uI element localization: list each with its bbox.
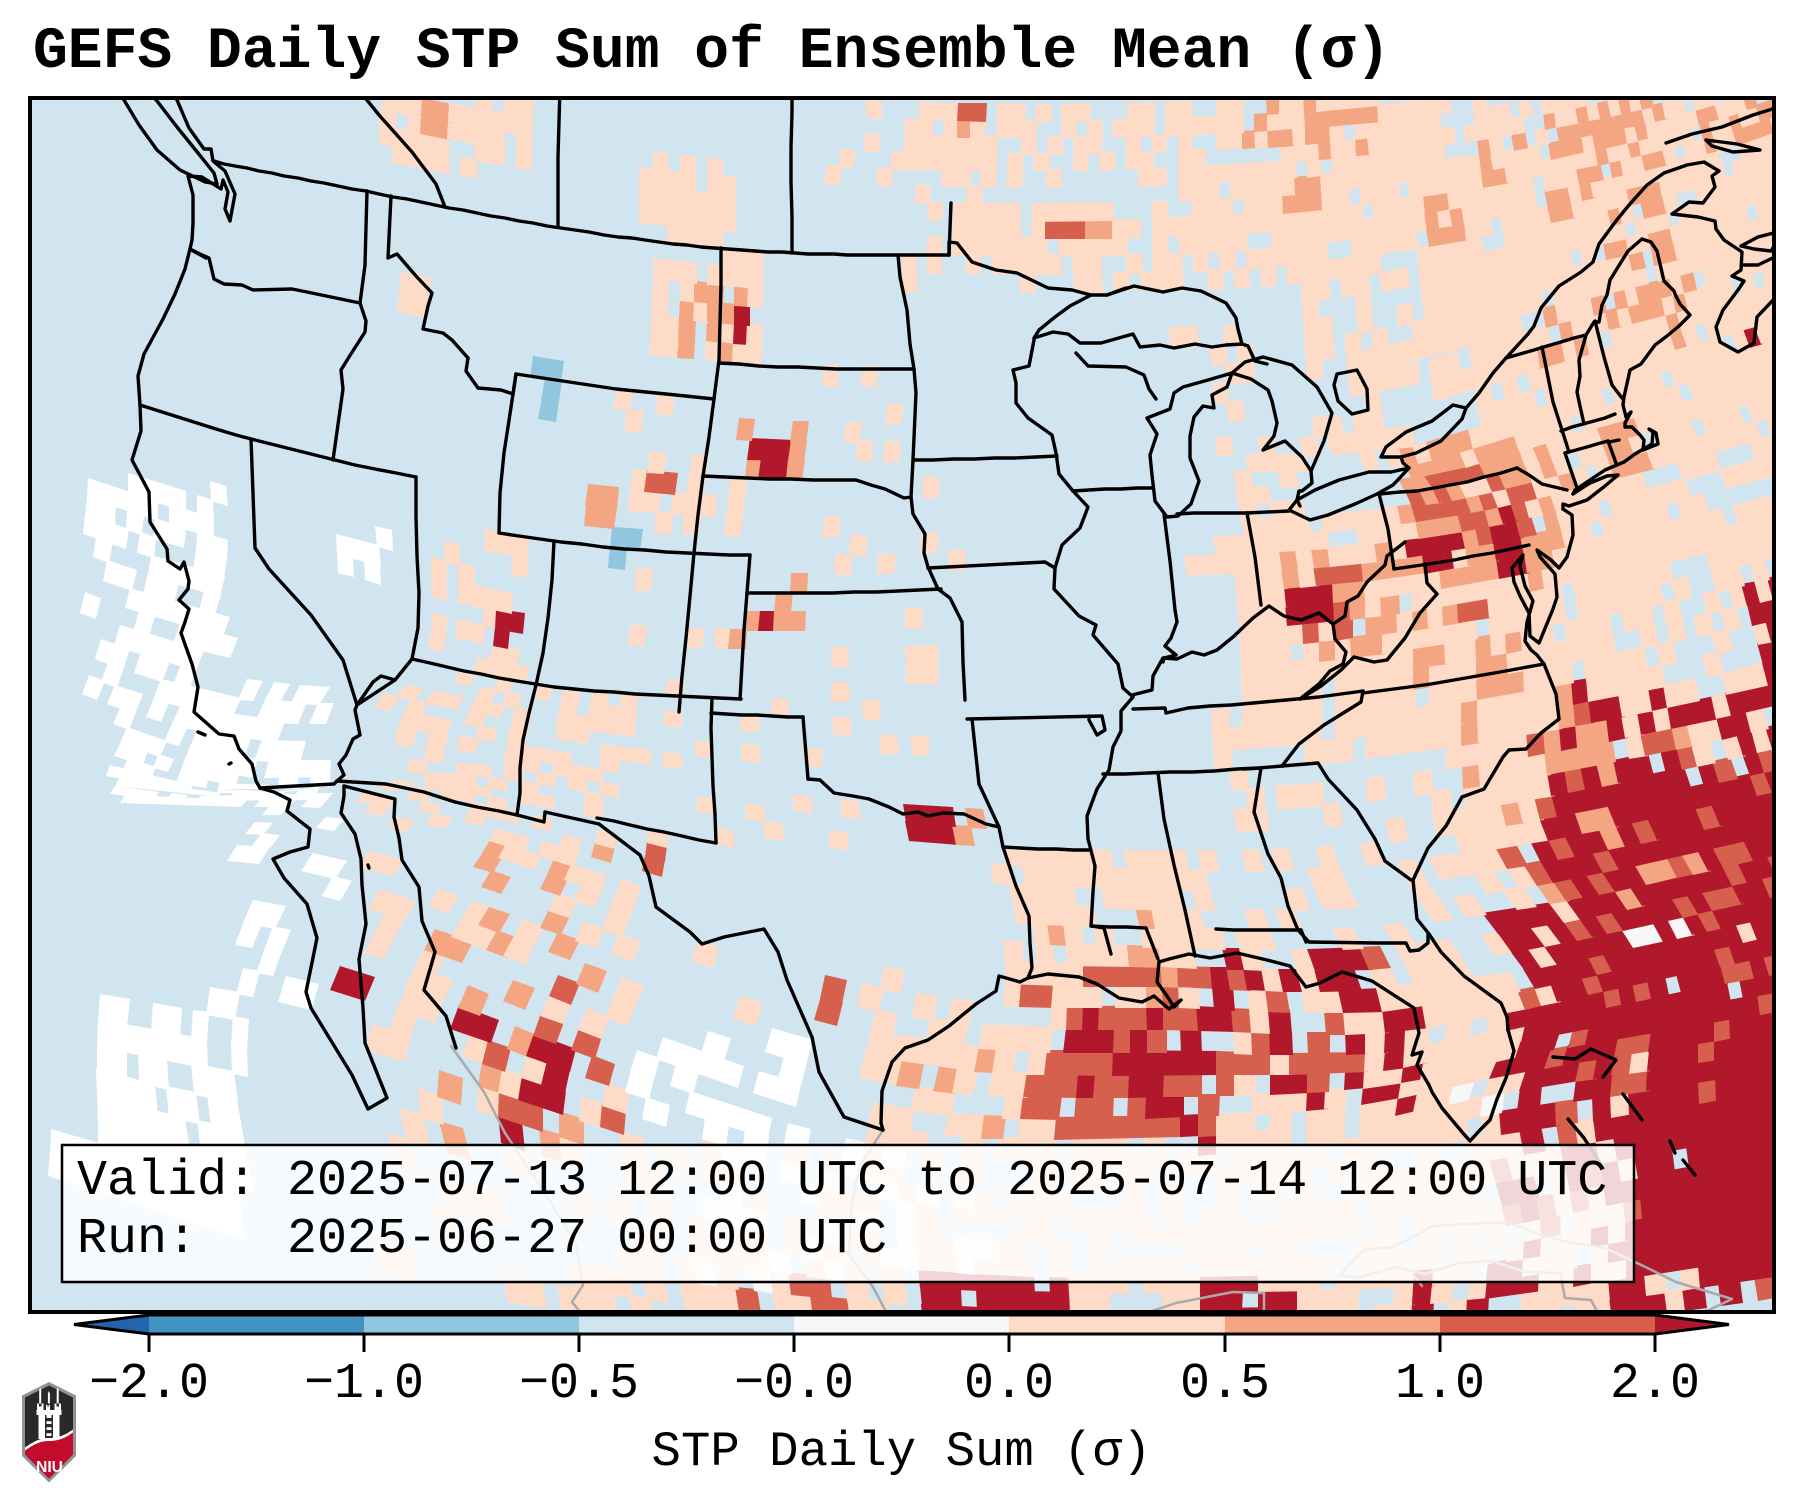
svg-text:NIU: NIU [36, 1459, 63, 1476]
